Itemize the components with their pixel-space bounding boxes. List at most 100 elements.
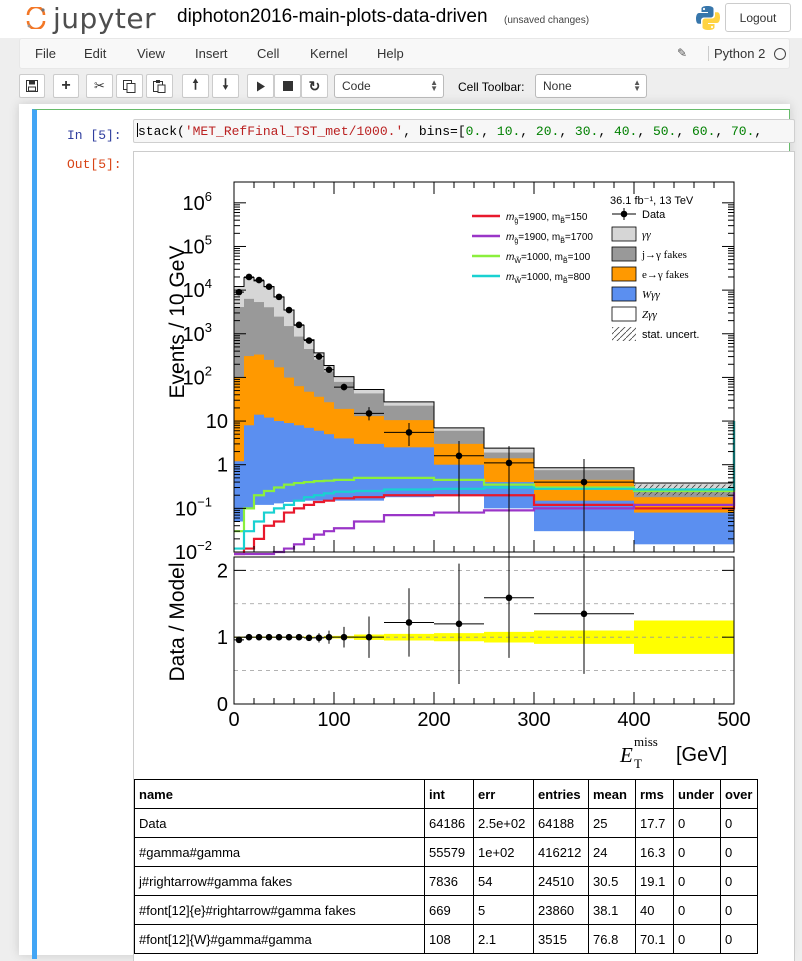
table-cell: 25 <box>588 808 636 838</box>
legend-stack-label: Wγγ <box>642 289 660 301</box>
legend-label-part: =1900, m <box>518 232 560 243</box>
table-cell: 64188 <box>533 808 589 838</box>
table-cell: 38.1 <box>588 895 636 925</box>
data-point <box>275 293 283 301</box>
code-comma: , <box>520 124 536 139</box>
data-point <box>295 321 303 329</box>
cell-output: 106 105 104 103 102 10 1 10−1 10−2 0 1 2 0 100 200 300… <box>133 151 795 961</box>
menu-help[interactable]: Help <box>377 46 404 61</box>
legend-stat-label: stat. uncert. <box>642 329 699 341</box>
menu-view[interactable]: View <box>137 46 165 61</box>
stop-icon <box>282 81 293 91</box>
legend-label-part: m <box>506 272 514 283</box>
menu-cell[interactable]: Cell <box>257 46 280 61</box>
ratio-point <box>455 620 463 628</box>
signal-line-3 <box>234 421 736 550</box>
code-comma: , <box>559 124 575 139</box>
zgg-bar <box>324 500 334 552</box>
y-tick-exp: −2 <box>197 538 212 553</box>
zgg-bar <box>634 544 734 552</box>
kernel-name[interactable]: Python 2 <box>708 46 765 61</box>
copy-button[interactable] <box>116 74 143 98</box>
legend-signal-label: mg̃=1900, mB̃=1700 <box>506 232 593 245</box>
menu-insert[interactable]: Insert <box>195 46 228 61</box>
kernel-idle-indicator-icon <box>774 48 786 60</box>
data-point <box>265 283 273 290</box>
zgg-bar <box>354 500 384 552</box>
table-cell: 24 <box>588 837 636 867</box>
zgg-bar <box>304 500 314 552</box>
table-header-row: name int err entries mean rms under over <box>134 779 758 809</box>
data-point <box>255 276 263 284</box>
y-tick-label-top: 102 <box>183 363 212 389</box>
ratio-point <box>315 634 323 642</box>
table-cell: 0 <box>720 808 758 838</box>
ratio-point <box>340 633 348 641</box>
signal-line-0 <box>234 421 736 556</box>
cell-toolbar-label: Cell Toolbar: <box>458 80 525 94</box>
interrupt-button[interactable] <box>274 74 301 98</box>
table-cell: 0 <box>673 924 721 954</box>
table-cell: 0 <box>720 895 758 925</box>
y-tick-label-top: 10 <box>206 411 228 433</box>
ratio-y-tick-label: 1 <box>217 627 228 649</box>
legend-stack-label: j→γ fakes <box>641 249 687 261</box>
stack-bar-0 <box>304 427 314 552</box>
cell-toolbar-select[interactable]: None ▲ ▼ <box>535 74 647 98</box>
arrow-up-icon: 🠕 <box>192 76 199 92</box>
table-cell: #gamma#gamma <box>134 837 425 867</box>
cut-button[interactable]: ✂ <box>86 74 113 98</box>
data-point <box>305 337 313 344</box>
y-tick-exp: 4 <box>205 276 212 291</box>
column-header: entries <box>533 779 589 809</box>
table-cell: 2.1 <box>473 924 534 954</box>
table-cell: j#rightarrow#gamma fakes <box>134 866 425 896</box>
code-cell[interactable]: In [5]: stack('MET_RefFinal_TST_met/1000… <box>32 109 795 961</box>
menu-edit[interactable]: Edit <box>84 46 107 61</box>
move-up-button[interactable]: 🠕 <box>182 74 209 98</box>
text-cursor <box>137 123 138 137</box>
y-tick-exp: 6 <box>205 189 212 204</box>
scissors-icon: ✂ <box>94 78 105 93</box>
y-tick-exp: 2 <box>205 363 212 378</box>
legend-label-part: B̃ <box>560 237 565 245</box>
legend-label-part: g̃ <box>514 238 518 245</box>
x-axis-unit: [GeV] <box>676 744 727 766</box>
table-cell: 1e+02 <box>473 837 534 867</box>
zgg-bar <box>284 501 294 552</box>
logout-button[interactable]: Logout <box>725 3 791 32</box>
column-header: int <box>424 779 474 809</box>
menu-bar: File Edit View Insert Cell Kernel Help ✎… <box>19 38 790 69</box>
menu-file[interactable]: File <box>35 46 56 61</box>
insert-cell-button[interactable]: + <box>53 74 79 98</box>
column-header: under <box>673 779 721 809</box>
table-cell: 70.1 <box>635 924 674 954</box>
restart-icon: ↻ <box>308 77 321 94</box>
jupyter-logo[interactable]: jupyter <box>25 2 156 35</box>
cell-type-value: Code <box>342 79 371 93</box>
legend-data-marker <box>620 210 628 218</box>
save-button[interactable] <box>19 74 45 98</box>
restart-button[interactable]: ↻ <box>301 74 328 98</box>
paste-button[interactable] <box>146 74 173 98</box>
cell-type-select[interactable]: Code ▲ ▼ <box>334 74 444 98</box>
ratio-point <box>265 633 273 641</box>
code-token: , bins=[ <box>403 124 466 139</box>
menu-kernel[interactable]: Kernel <box>310 46 348 61</box>
notebook-title[interactable]: diphoton2016-main-plots-data-driven <box>177 6 488 27</box>
ratio-point <box>580 610 588 618</box>
legend-label-part: =150 <box>565 212 588 223</box>
top-frame <box>233 181 735 553</box>
data-point <box>455 452 463 460</box>
legend-label-part: B̃ <box>563 277 568 285</box>
code-editor[interactable]: stack('MET_RefFinal_TST_met/1000.', bins… <box>133 119 795 143</box>
cell-toolbar-value: None <box>543 79 572 93</box>
save-icon <box>26 80 38 92</box>
run-button[interactable] <box>247 74 274 98</box>
legend-swatch <box>611 286 637 302</box>
legend-signal-label: mg̃=1900, mB̃=150 <box>506 212 588 225</box>
move-down-button[interactable]: 🠗 <box>212 74 239 98</box>
zgg-bar <box>274 503 284 552</box>
table-cell: 55579 <box>424 837 474 867</box>
